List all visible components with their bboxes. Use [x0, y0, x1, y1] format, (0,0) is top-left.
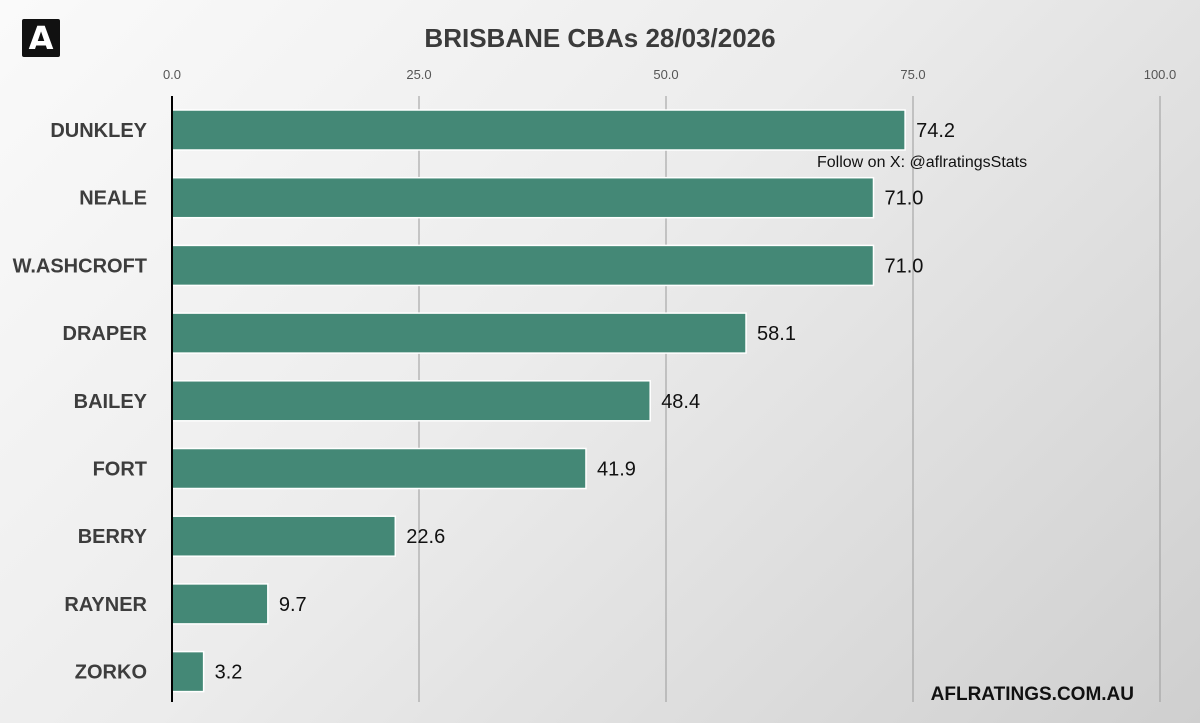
x-axis-ticks: 0.0 25.0 50.0 75.0 100.0: [163, 67, 1176, 82]
value-label: 58.1: [757, 323, 796, 345]
bar: [171, 447, 587, 490]
category-label: RAYNER: [64, 594, 147, 616]
bar: [171, 515, 397, 557]
value-label: 3.2: [215, 662, 243, 684]
site-footer: AFLRATINGS.COM.AU: [931, 684, 1134, 705]
category-label: BERRY: [78, 526, 148, 548]
category-label: BAILEY: [74, 391, 148, 413]
follow-annotation: Follow on X: @aflratingsStats: [817, 154, 1027, 171]
value-label: 41.9: [597, 459, 636, 481]
x-tick-label: 0.0: [163, 67, 181, 82]
x-tick-label: 25.0: [406, 67, 431, 82]
bar: [171, 244, 875, 287]
x-tick-label: 75.0: [900, 67, 925, 82]
bar: [171, 380, 651, 422]
brand-logo: A: [22, 19, 60, 58]
value-label: 71.0: [884, 255, 923, 277]
bar: [171, 650, 205, 693]
logo-letter: A: [28, 19, 54, 58]
category-label: W.ASHCROFT: [13, 255, 147, 277]
value-label: 71.0: [884, 188, 923, 210]
bar: [171, 312, 747, 354]
bar: [171, 583, 269, 625]
x-tick-label: 50.0: [653, 67, 678, 82]
category-labels: DUNKLEY NEALE W.ASHCROFT DRAPER BAILEY FORT BE…: [13, 120, 148, 684]
chart-title: BRISBANE CBAs 28/03/2026: [424, 23, 775, 53]
x-tick-label: 100.0: [1144, 67, 1177, 82]
bar: [171, 109, 906, 151]
category-label: NEALE: [79, 188, 147, 210]
category-label: DUNKLEY: [50, 120, 147, 142]
bar: [171, 176, 875, 219]
value-label: 9.7: [279, 594, 307, 616]
category-label: FORT: [93, 459, 147, 481]
value-label: 74.2: [916, 120, 955, 142]
category-label: ZORKO: [75, 662, 147, 684]
value-label: 22.6: [406, 526, 445, 548]
category-label: DRAPER: [63, 323, 148, 345]
bars: [171, 109, 906, 693]
value-label: 48.4: [661, 391, 700, 413]
value-labels: 74.2 71.0 71.0 58.1 48.4 41.9 22.6 9.7 3.2: [215, 120, 955, 684]
